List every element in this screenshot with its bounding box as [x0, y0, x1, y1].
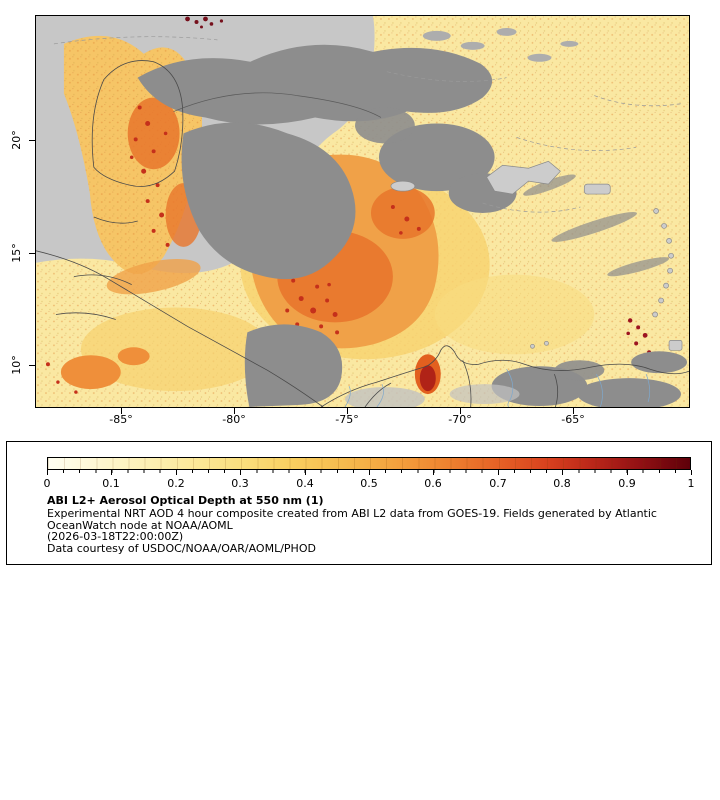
y-axis-tick [29, 253, 35, 254]
x-axis-tick [460, 408, 461, 414]
y-axis-tick [29, 140, 35, 141]
colorbar-tick-label: 1 [687, 477, 695, 490]
legend-title: ABI L2+ Aerosol Optical Depth at 550 nm … [47, 494, 324, 507]
colorbar-tick [562, 470, 563, 475]
colorbar-tick-label: 0.7 [489, 477, 507, 490]
aod-colorbar [47, 457, 691, 470]
x-axis-label: -75° [335, 413, 359, 426]
x-axis-tick [234, 408, 235, 414]
bahamas-cays [422, 27, 579, 62]
colorbar-tick-label: 0.9 [618, 477, 636, 490]
x-axis-label: -70° [448, 413, 472, 426]
legend-description: Experimental NRT AOD 4 hour composite cr… [47, 508, 657, 554]
y-axis-label: 10° [10, 355, 23, 375]
y-axis-tick [29, 365, 35, 366]
colorbar-tick [691, 470, 692, 475]
y-axis-label: 20° [10, 130, 23, 150]
x-axis-label: -80° [222, 413, 246, 426]
colorbar-tick [47, 470, 48, 475]
colorbar-tick-label: 0.8 [553, 477, 571, 490]
x-axis-tick [573, 408, 574, 414]
colorbar-tick-label: 0.3 [231, 477, 249, 490]
colorbar-tick-label: 0 [43, 477, 51, 490]
x-axis-label: -65° [561, 413, 585, 426]
aod-map-art [36, 16, 689, 407]
colorbar-tick [498, 470, 499, 475]
island-layer [345, 160, 683, 407]
x-axis-tick [347, 408, 348, 414]
colorbar-tick [369, 470, 370, 475]
colorbar-tick-label: 0.1 [102, 477, 120, 490]
colorbar-tick-label: 0.5 [360, 477, 378, 490]
colorbar-tick [111, 470, 112, 475]
colorbar-tick [627, 470, 628, 475]
colorbar-tick-label: 0.2 [167, 477, 185, 490]
legend-data-courtesy: Data courtesy of USDOC/NOAA/OAR/AOML/PHO… [47, 541, 316, 555]
aod-map [35, 15, 690, 408]
colorbar-tick [305, 470, 306, 475]
maritime-boundary-layer [53, 36, 683, 213]
maracaibo-hotspot [414, 354, 441, 395]
legend-description-line: OceanWatch node at NOAA/AOML [47, 518, 233, 532]
y-axis-label: 15° [10, 243, 23, 263]
colorbar-tick [240, 470, 241, 475]
x-axis-label: -85° [109, 413, 133, 426]
colorbar-tick-label: 0.6 [424, 477, 442, 490]
river-layer [344, 369, 651, 407]
legend-description-line: Experimental NRT AOD 4 hour composite cr… [47, 507, 657, 520]
legend-timestamp: (2026-03-18T22:00:00Z) [47, 530, 184, 544]
coastline-layer [36, 60, 689, 407]
colorbar-tick-label: 0.4 [296, 477, 314, 490]
colorbar-tick [433, 470, 434, 475]
colorbar-tick [176, 470, 177, 475]
aod-darkred-specks [185, 16, 224, 29]
x-axis-tick [121, 408, 122, 414]
legend-box: 0 0.1 0.2 0.3 0.4 0.5 0.6 0.7 0.8 0.9 1 … [6, 441, 712, 565]
